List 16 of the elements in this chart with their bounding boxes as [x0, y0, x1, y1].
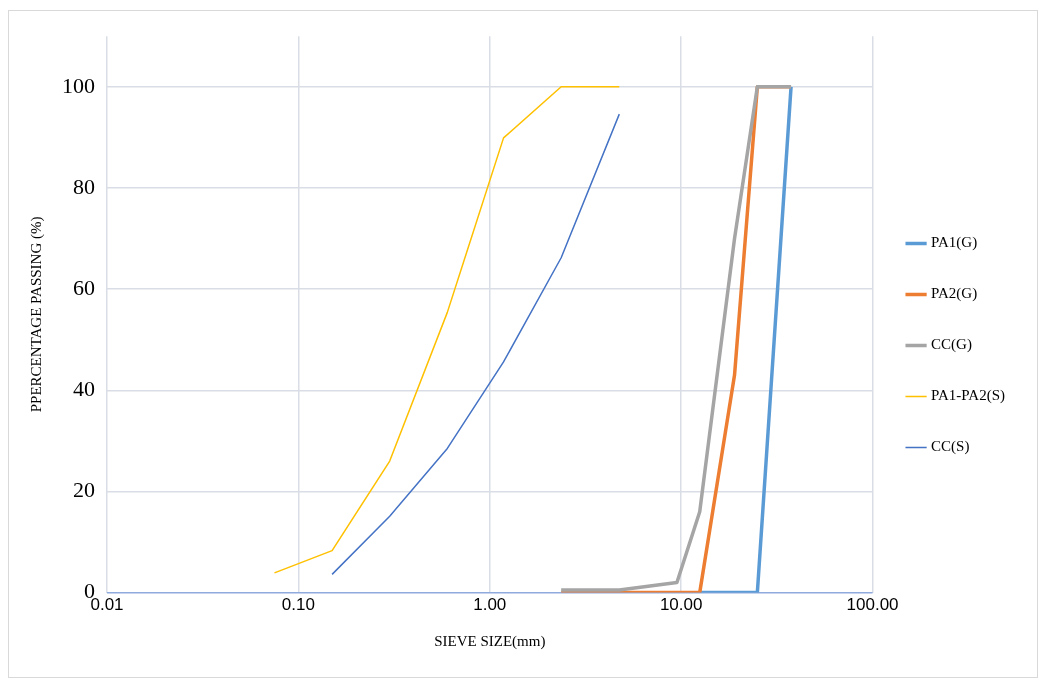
y-axis-title: PPERCENTAGE PASSING (%) — [27, 216, 45, 413]
y-tick-label: 60 — [73, 274, 95, 300]
x-axis-title: SIEVE SIZE(mm) — [434, 632, 546, 650]
x-tick-label: 10.00 — [659, 595, 703, 615]
y-tick-label: 80 — [73, 173, 95, 199]
y-tick-label: 100 — [62, 72, 95, 98]
y-tick-label: 20 — [73, 477, 95, 503]
y-tick-label: 40 — [73, 376, 95, 402]
x-tick-label: 100.00 — [846, 595, 899, 615]
legend-label: PA1-PA2(S) — [931, 387, 1006, 405]
legend-label: CC(S) — [931, 438, 970, 456]
legend-label: PA2(G) — [931, 285, 978, 303]
x-tick-label: 1.00 — [473, 595, 507, 615]
legend-label: PA1(G) — [931, 234, 978, 252]
x-tick-label: 0.10 — [281, 595, 315, 615]
legend-label: CC(G) — [931, 336, 972, 354]
